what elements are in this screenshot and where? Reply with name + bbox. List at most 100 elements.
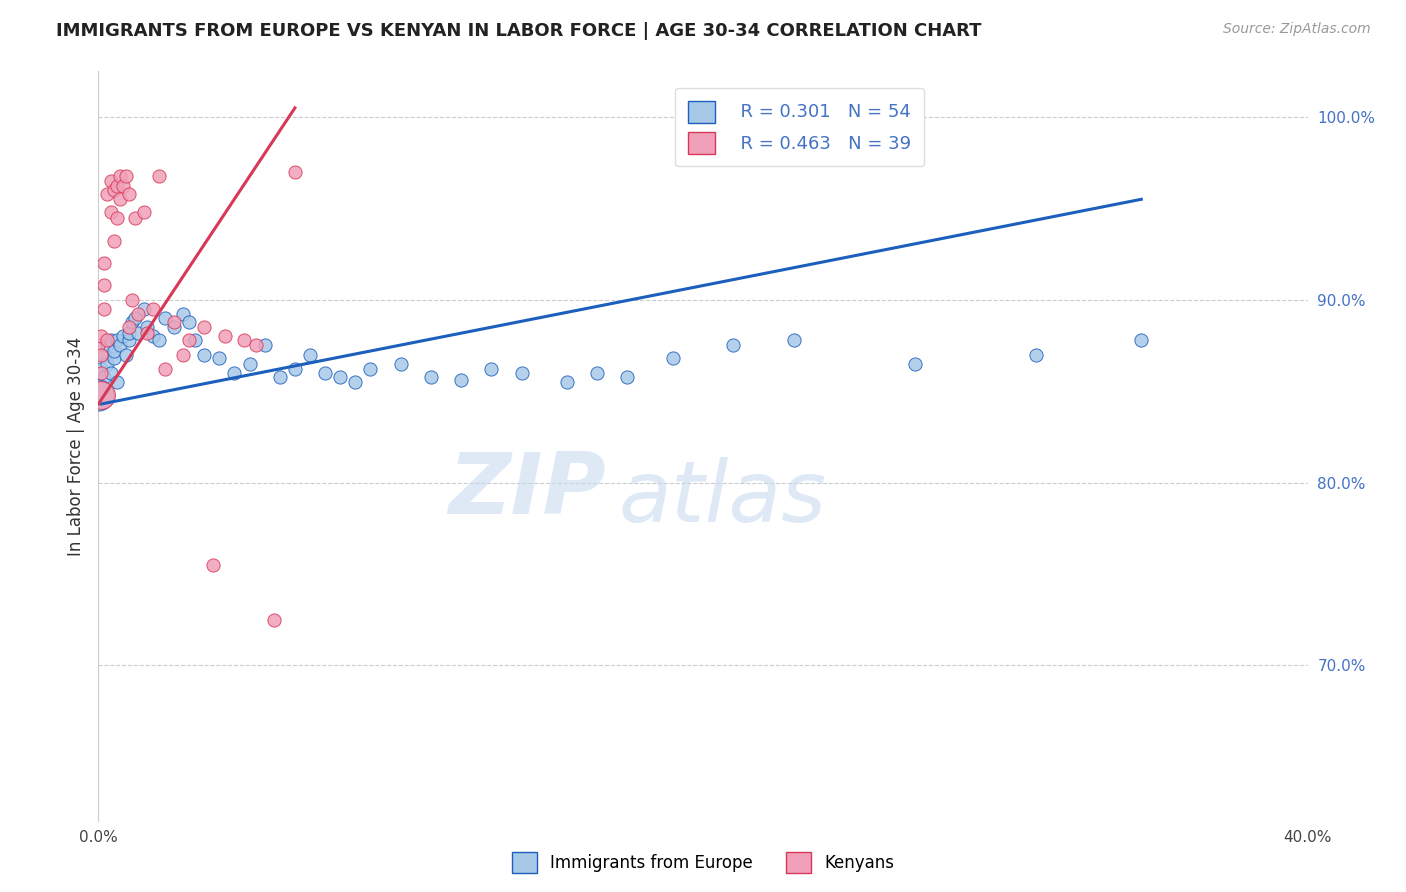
- Point: [127, 326, 149, 340]
- Point: [124, 311, 146, 326]
- Point: [193, 348, 215, 362]
- Point: [360, 362, 382, 376]
- Point: [105, 179, 128, 194]
- Point: [93, 348, 115, 362]
- Point: [121, 293, 143, 307]
- Point: [103, 351, 125, 366]
- Point: [344, 375, 367, 389]
- Point: [135, 320, 157, 334]
- Point: [118, 186, 141, 201]
- Point: [103, 183, 125, 197]
- Y-axis label: In Labor Force | Age 30-34: In Labor Force | Age 30-34: [66, 336, 84, 556]
- Point: [481, 362, 503, 376]
- Point: [661, 351, 683, 366]
- Point: [208, 351, 231, 366]
- Point: [172, 307, 194, 321]
- Text: ZIP: ZIP: [449, 450, 606, 533]
- Point: [103, 235, 125, 249]
- Point: [96, 333, 118, 347]
- Point: [142, 301, 165, 316]
- Point: [90, 362, 112, 376]
- Point: [253, 338, 276, 352]
- Point: [93, 256, 115, 270]
- Point: [299, 348, 322, 362]
- Point: [314, 366, 336, 380]
- Point: [163, 320, 186, 334]
- Point: [132, 301, 155, 316]
- Point: [172, 348, 194, 362]
- Point: [329, 369, 352, 384]
- Point: [148, 169, 170, 183]
- Point: [245, 338, 267, 352]
- Point: [100, 366, 122, 380]
- Point: [1130, 333, 1153, 347]
- Point: [96, 186, 118, 201]
- Text: atlas: atlas: [619, 457, 827, 540]
- Point: [105, 333, 128, 347]
- Point: [723, 338, 745, 352]
- Point: [263, 613, 285, 627]
- Point: [90, 348, 112, 362]
- Point: [163, 315, 186, 329]
- Legend: Immigrants from Europe, Kenyans: Immigrants from Europe, Kenyans: [505, 846, 901, 880]
- Point: [284, 165, 307, 179]
- Point: [555, 375, 578, 389]
- Point: [232, 333, 254, 347]
- Point: [118, 326, 141, 340]
- Point: [111, 179, 134, 194]
- Point: [90, 329, 112, 343]
- Point: [420, 369, 443, 384]
- Point: [179, 333, 201, 347]
- Text: Source: ZipAtlas.com: Source: ZipAtlas.com: [1223, 22, 1371, 37]
- Point: [100, 333, 122, 347]
- Point: [616, 369, 638, 384]
- Point: [783, 333, 806, 347]
- Point: [450, 373, 472, 387]
- Point: [100, 205, 122, 219]
- Point: [87, 338, 110, 352]
- Point: [93, 369, 115, 384]
- Point: [100, 174, 122, 188]
- Point: [202, 558, 225, 572]
- Point: [224, 366, 246, 380]
- Point: [510, 366, 533, 380]
- Point: [135, 326, 157, 340]
- Point: [284, 362, 307, 376]
- Point: [153, 362, 176, 376]
- Point: [904, 357, 927, 371]
- Point: [389, 357, 412, 371]
- Point: [179, 315, 201, 329]
- Point: [96, 338, 118, 352]
- Point: [239, 357, 262, 371]
- Point: [90, 388, 112, 402]
- Point: [108, 338, 131, 352]
- Point: [111, 329, 134, 343]
- Point: [108, 192, 131, 206]
- Point: [105, 211, 128, 225]
- Point: [114, 169, 136, 183]
- Point: [127, 307, 149, 321]
- Point: [132, 205, 155, 219]
- Point: [114, 348, 136, 362]
- Point: [93, 278, 115, 293]
- Point: [118, 333, 141, 347]
- Point: [148, 333, 170, 347]
- Legend:   R = 0.301   N = 54,   R = 0.463   N = 39: R = 0.301 N = 54, R = 0.463 N = 39: [675, 88, 924, 166]
- Point: [87, 388, 110, 402]
- Point: [93, 301, 115, 316]
- Point: [96, 357, 118, 371]
- Point: [124, 211, 146, 225]
- Point: [184, 333, 207, 347]
- Point: [269, 369, 291, 384]
- Point: [214, 329, 236, 343]
- Point: [108, 169, 131, 183]
- Point: [90, 366, 112, 380]
- Text: IMMIGRANTS FROM EUROPE VS KENYAN IN LABOR FORCE | AGE 30-34 CORRELATION CHART: IMMIGRANTS FROM EUROPE VS KENYAN IN LABO…: [56, 22, 981, 40]
- Point: [586, 366, 609, 380]
- Point: [105, 375, 128, 389]
- Point: [142, 329, 165, 343]
- Point: [121, 315, 143, 329]
- Point: [103, 343, 125, 358]
- Point: [1024, 348, 1046, 362]
- Point: [118, 320, 141, 334]
